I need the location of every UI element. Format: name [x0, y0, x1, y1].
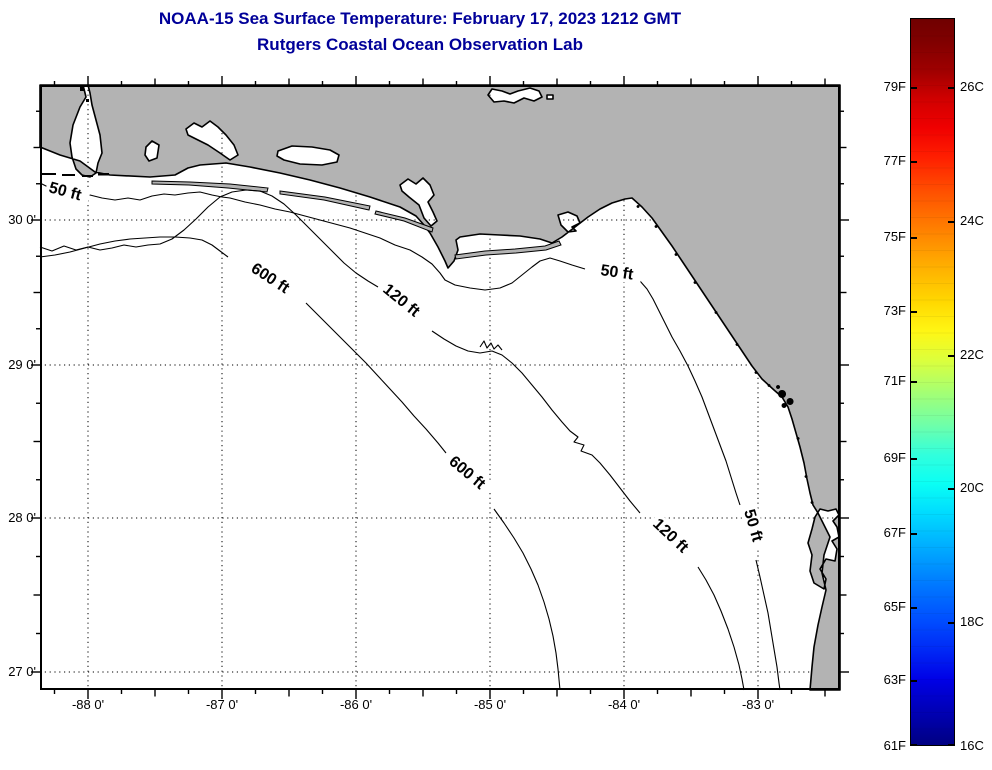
figure-title: NOAA-15 Sea Surface Temperature: Februar…: [20, 6, 820, 58]
title-line-1: NOAA-15 Sea Surface Temperature: Februar…: [158, 9, 682, 28]
colorbar-tick: [948, 622, 954, 625]
x-axis-tick-label: -83 0': [741, 697, 775, 712]
colorbar-celsius-label: 24C: [960, 213, 984, 229]
temperature-colorbar: [910, 18, 955, 746]
contour-120ft: [39, 189, 745, 691]
y-axis-tick-label: 29 0': [8, 357, 36, 372]
colorbar-fahrenheit-label: 77F: [883, 152, 906, 168]
title-line-2: Rutgers Coastal Ocean Observation Lab: [257, 35, 583, 54]
contour-600ft: [39, 236, 561, 691]
contour-label-text: 50 ft: [599, 262, 635, 284]
colorbar-tick: [948, 744, 954, 746]
colorbar-celsius-label: 26C: [960, 79, 984, 95]
y-axis-tick-label: 30 0': [8, 212, 36, 227]
contour-label: 600 ft: [245, 257, 301, 303]
colorbar-celsius-label: 16C: [960, 738, 984, 753]
contour-label-mask: [596, 260, 643, 285]
colorbar-tick: [948, 221, 954, 224]
colorbar-tick: [948, 87, 954, 90]
colorbar-fahrenheit-label: 75F: [883, 229, 906, 245]
contour-label-mask: [245, 257, 301, 303]
map-plot: 50 ft 600 ft 120 ft 50 ft 600 ft 120 ft 50 ft: [31, 76, 849, 699]
barrier-islands: [151, 180, 562, 260]
colorbar-fahrenheit-label: 73F: [883, 302, 906, 318]
colorbar-fahrenheit-label: 79F: [883, 79, 906, 95]
contour-label: 120 ft: [647, 512, 699, 563]
contour-label-text: 50 ft: [740, 507, 766, 544]
contour-label-mask: [443, 450, 497, 499]
x-axis-tick-label: -87 0': [205, 697, 239, 712]
contour-label: 120 ft: [377, 278, 431, 327]
colorbar-tick: [911, 457, 917, 460]
y-axis-tick-label: 28 0': [8, 510, 36, 525]
colorbar-tick: [911, 679, 917, 682]
contour-label: 50 ft: [44, 177, 92, 207]
contour-label: 600 ft: [443, 450, 497, 499]
contour-label-mask: [739, 504, 769, 552]
contour-wiggle-detail: [479, 340, 503, 351]
colorbar-fahrenheit-label: 63F: [883, 671, 906, 687]
x-axis-tick-label: -86 0': [339, 697, 373, 712]
x-axis-tick-label: -88 0': [71, 697, 105, 712]
colorbar-tick: [911, 744, 917, 746]
contour-label-text: 600 ft: [248, 260, 293, 297]
axis-ticks: [31, 76, 849, 699]
x-axis-tick-label: -85 0': [473, 697, 507, 712]
contour-labels: 50 ft 600 ft 120 ft 50 ft 600 ft 120 ft 50 ft: [44, 177, 769, 563]
colorbar-tick: [911, 160, 917, 163]
colorbar-fahrenheit-label: 71F: [883, 373, 906, 389]
colorbar-celsius-label: 20C: [960, 480, 984, 496]
colorbar-fahrenheit-label: 61F: [883, 738, 906, 753]
colorbar-tick: [911, 532, 917, 535]
contour-50ft: [39, 182, 781, 691]
colorbar-celsius-label: 22C: [960, 347, 984, 363]
contour-label-text: 50 ft: [47, 179, 84, 204]
x-axis-tick-label: -84 0': [607, 697, 641, 712]
colorbar-tick: [911, 606, 917, 609]
bathymetry-contours: [39, 182, 781, 691]
colorbar-tick: [911, 381, 917, 384]
colorbar-fahrenheit-label: 67F: [883, 524, 906, 540]
colorbar-tick: [911, 237, 917, 240]
colorbar-celsius-label: 18C: [960, 614, 984, 630]
contour-label-mask: [647, 512, 699, 563]
colorbar-tick: [948, 355, 954, 358]
colorbar-fahrenheit-label: 69F: [883, 449, 906, 465]
colorbar-tick: [948, 488, 954, 491]
y-axis-tick-label: 27 0': [8, 664, 36, 679]
contour-label-mask: [44, 177, 92, 207]
contour-label: 50 ft: [596, 260, 643, 285]
colorbar-fahrenheit-label: 65F: [883, 598, 906, 614]
land-mass: [39, 84, 841, 691]
axes-frame: [31, 76, 849, 699]
contour-label: 50 ft: [739, 504, 769, 552]
colorbar-tick: [911, 310, 917, 313]
contour-label-mask: [377, 278, 431, 327]
colorbar-tick: [911, 87, 917, 90]
